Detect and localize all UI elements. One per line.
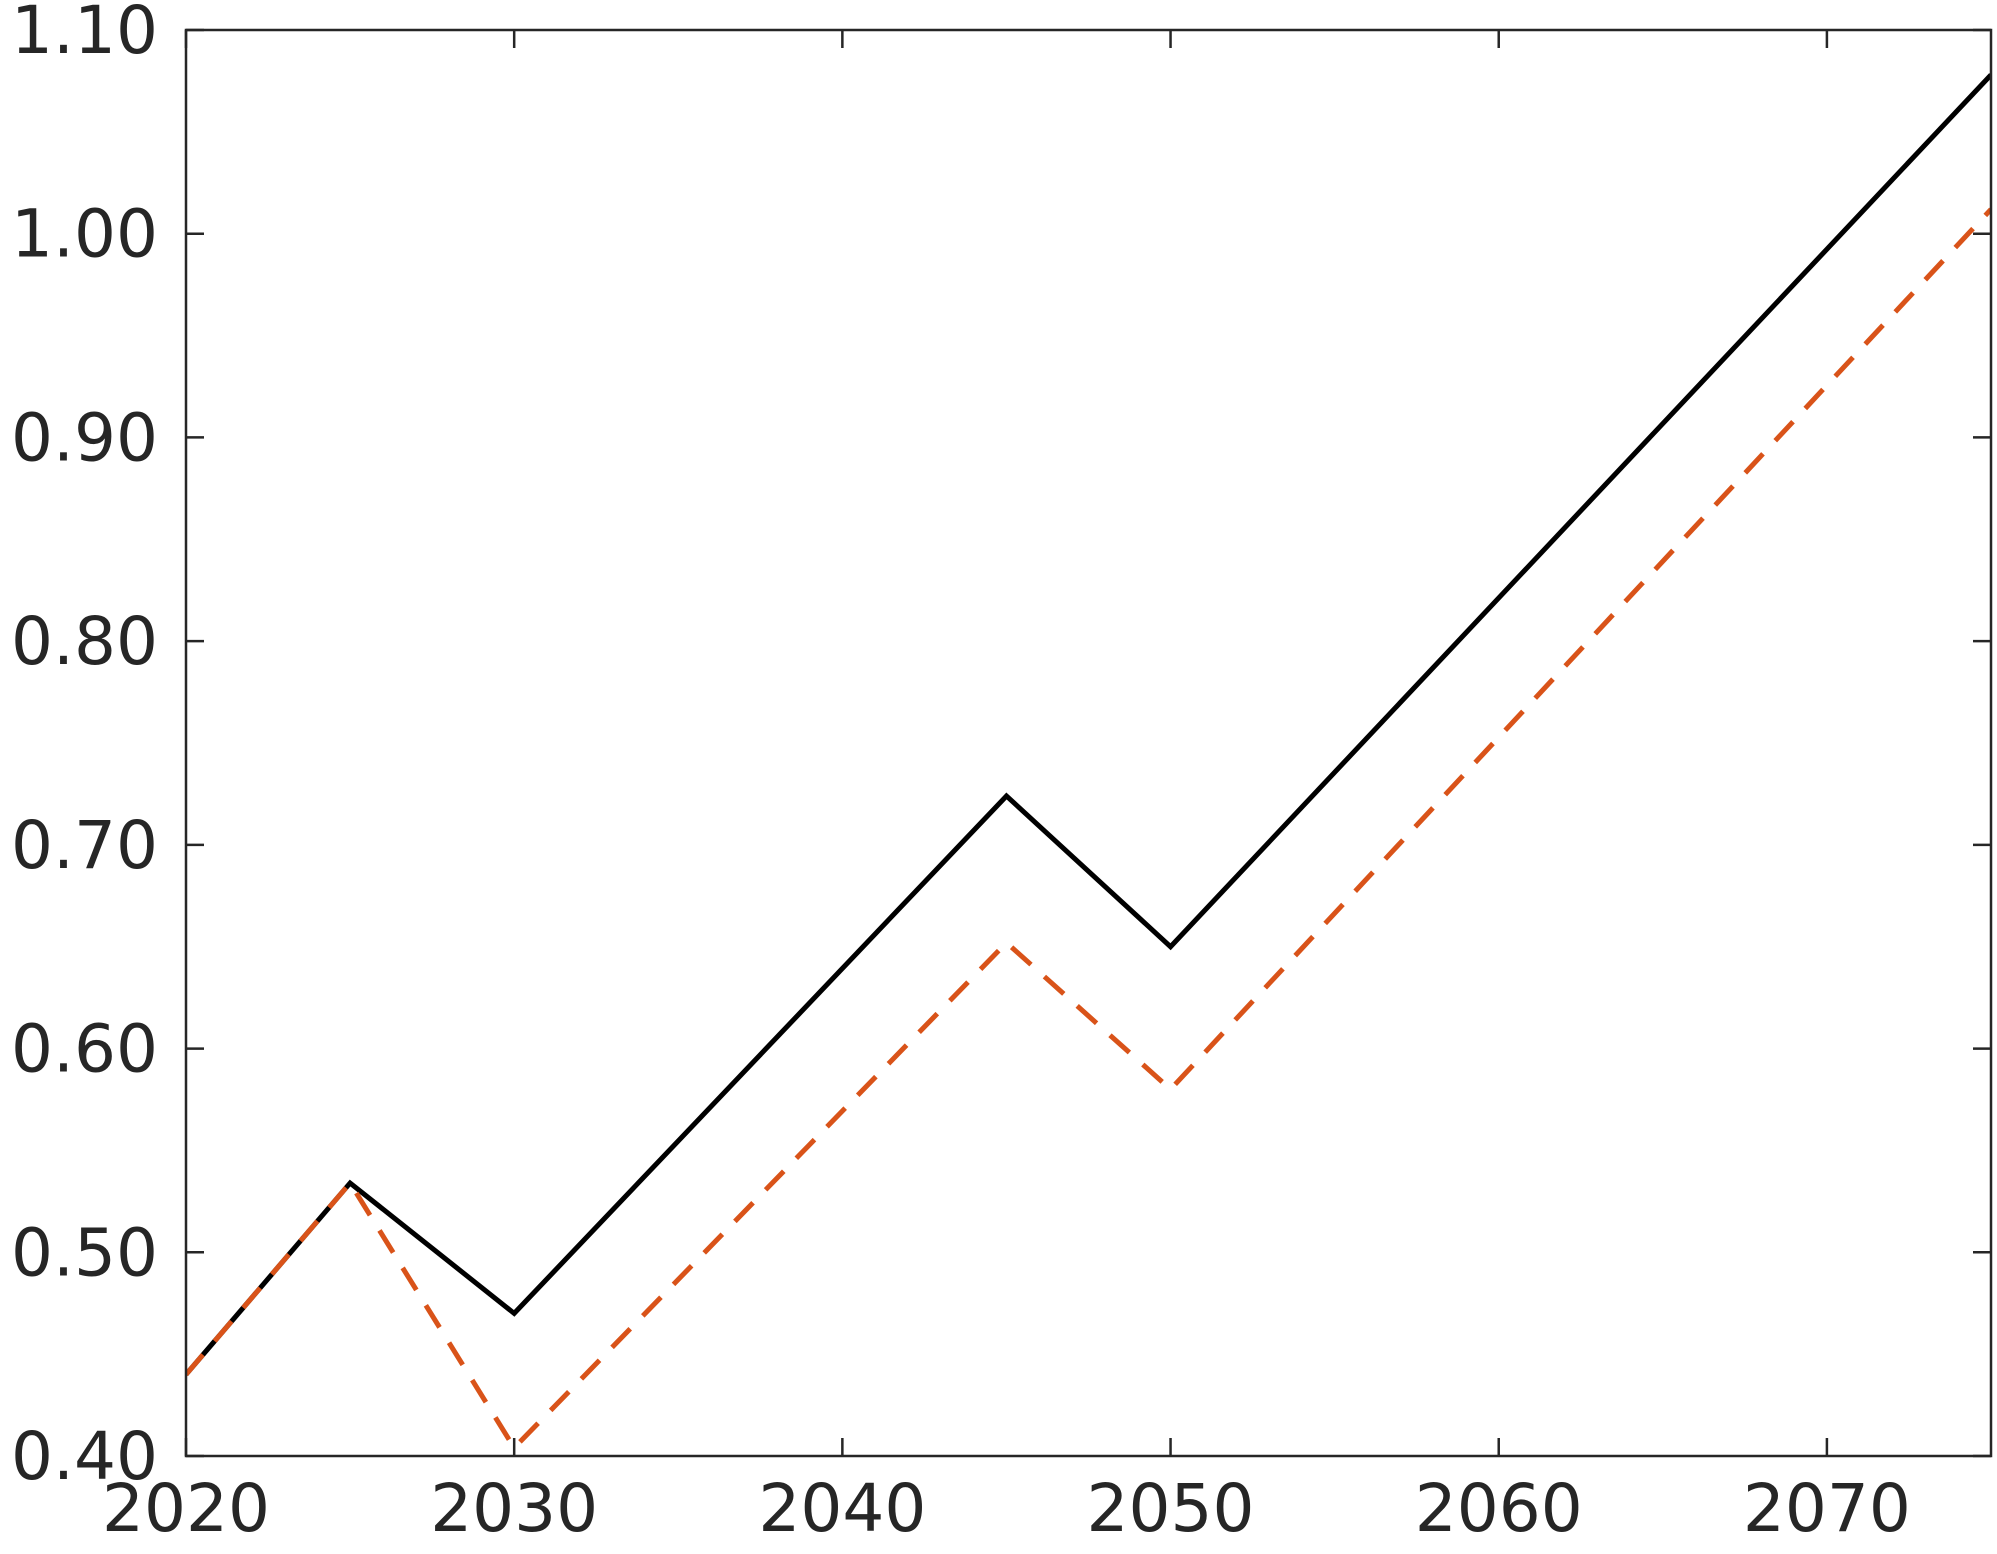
y-tick-label: 0.40 xyxy=(11,1418,158,1495)
y-tick-label: 0.60 xyxy=(11,1011,158,1088)
y-tick-labels: 0.40 0.50 0.60 0.70 0.80 0.90 1.00 1.10 xyxy=(11,0,158,1495)
x-tick-label: 2060 xyxy=(1415,1470,1583,1547)
y-tick-label: 0.70 xyxy=(11,807,158,884)
ticks-layer xyxy=(184,28,1991,1458)
x-tick-label: 2030 xyxy=(430,1470,598,1547)
series-line-1 xyxy=(186,73,1991,1377)
x-tick-label: 2040 xyxy=(758,1470,926,1547)
y-tick-label: 0.80 xyxy=(11,603,158,680)
axes-box xyxy=(184,28,1993,1458)
x-tick-label: 2070 xyxy=(1743,1470,1911,1547)
y-tick-label: 0.90 xyxy=(11,399,158,476)
y-tick-label: 0.50 xyxy=(11,1214,158,1291)
plot-area xyxy=(186,30,1991,1456)
axes-layer xyxy=(184,28,1993,1458)
x-tick-label: 2050 xyxy=(1087,1470,1255,1547)
y-tick-label: 1.10 xyxy=(11,0,158,69)
y-tick-label: 1.00 xyxy=(11,196,158,273)
series-line-2 xyxy=(186,207,1991,1452)
x-tick-labels: 2020 2030 2040 2050 2060 2070 xyxy=(102,1470,1911,1547)
x-tick-label: 2020 xyxy=(102,1470,270,1547)
plot-background xyxy=(186,30,1991,1456)
series-layer xyxy=(186,73,1991,1452)
